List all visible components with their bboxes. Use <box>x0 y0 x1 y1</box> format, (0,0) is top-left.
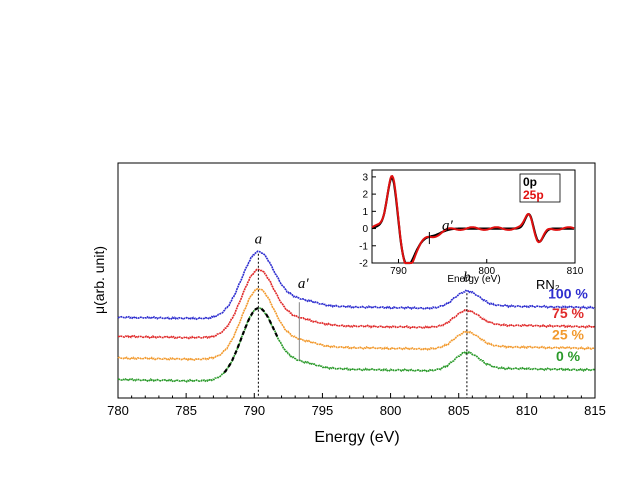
inset-x-tick-label: 800 <box>478 266 495 277</box>
main-series-line <box>117 250 595 321</box>
main-series-line <box>117 288 595 362</box>
inset-x-axis-label: Energy (eV) <box>447 274 500 285</box>
inset-y-tick-label: 3 <box>362 172 368 183</box>
inset-y-tick-label: -2 <box>359 259 368 270</box>
inset-y-tick-label: -1 <box>359 241 368 252</box>
main-x-tick-label: 790 <box>243 403 265 418</box>
inset-x-tick-label: 790 <box>390 266 407 277</box>
main-x-tick-label: 800 <box>380 403 402 418</box>
inset-y-tick-label: 2 <box>362 190 368 201</box>
inset-legend-25p: 25p <box>523 188 544 202</box>
series-label: 0 % <box>556 348 581 364</box>
peak-a-label: a <box>255 232 263 248</box>
main-x-tick-label: 805 <box>448 403 470 418</box>
inset-series-group <box>371 174 575 265</box>
main-y-axis-label: μ(arb. unit) <box>91 246 107 314</box>
fit-dashed-line <box>223 306 279 374</box>
inset-chart: 790 800 810 3 2 1 0 -1 -2 Energy (eV) 0p 25p a′ <box>359 169 584 285</box>
peak-b-label: b <box>463 269 471 285</box>
main-series-line <box>117 268 595 340</box>
main-x-ticks: 780 785 790 795 800 805 810 815 <box>107 393 606 418</box>
main-series-line <box>117 307 595 383</box>
main-plot-area <box>117 162 596 399</box>
inset-y-tick-label: 0 <box>362 224 368 235</box>
main-x-tick-label: 810 <box>516 403 538 418</box>
inset-annotation-a-prime: a′ <box>442 218 454 234</box>
main-x-axis-label: Energy (eV) <box>314 429 399 446</box>
inset-series-line <box>371 174 575 264</box>
main-x-tick-label: 795 <box>312 403 334 418</box>
series-label: 75 % <box>552 305 584 321</box>
main-x-tick-label: 785 <box>175 403 197 418</box>
inset-legend-0p: 0p <box>523 175 537 189</box>
peak-a-prime-label: a′ <box>298 276 310 292</box>
inset-y-tick-label: 1 <box>362 207 368 218</box>
main-series-group <box>117 250 595 383</box>
inset-legend-box <box>519 173 561 203</box>
main-x-tick-label: 780 <box>107 403 129 418</box>
legend-title: RN₂ <box>536 277 560 292</box>
inset-x-tick-label: 810 <box>567 266 584 277</box>
main-annotations: a a′ b <box>255 232 471 398</box>
inset-ticks: 790 800 810 3 2 1 0 -1 -2 <box>359 172 584 277</box>
series-labels: 100 % 75 % 25 % 0 % <box>548 286 588 364</box>
main-x-tick-label: 815 <box>584 403 606 418</box>
series-label: 100 % <box>548 286 588 302</box>
series-label: 25 % <box>552 326 584 342</box>
